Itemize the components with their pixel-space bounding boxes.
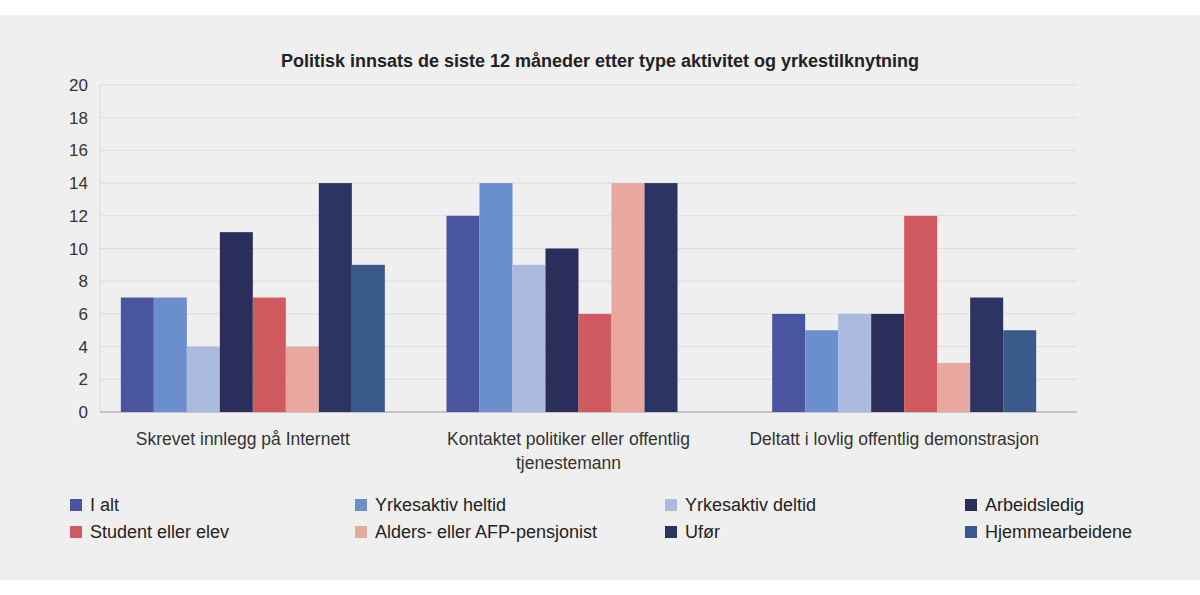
grid-line (100, 85, 1077, 86)
title: Politisk innsats de siste 12 måneder ett… (281, 51, 919, 71)
y-tick-label: 20 (69, 76, 88, 95)
bar (1003, 330, 1036, 412)
legend-label: Arbeidsledig (985, 495, 1084, 515)
legend-item: I alt (70, 495, 119, 515)
panel (0, 15, 1200, 580)
legend-label: Hjemmearbeidene (985, 522, 1132, 542)
legend-item: Hjemmearbeidene (965, 522, 1132, 542)
bar (447, 216, 480, 412)
legend-swatch (965, 526, 977, 538)
category-line: tjenestemann (516, 453, 621, 473)
y-tick-label: 12 (69, 207, 88, 226)
legend-item: Student eller elev (70, 522, 229, 542)
y-tick-label: 10 (69, 240, 88, 259)
legend-label: Student eller elev (90, 522, 229, 542)
legend-label: Ufør (685, 522, 720, 542)
bars (121, 183, 1036, 412)
bar (612, 183, 645, 412)
legend-item: Yrkesaktiv deltid (665, 495, 816, 515)
category-label: Kontaktet politiker eller offentlig tjene… (447, 429, 690, 473)
bar (480, 183, 513, 412)
bar (352, 265, 385, 412)
category-line: Deltatt i lovlig offentlig demonstrasjon (749, 429, 1039, 449)
y-tick-label: 2 (79, 370, 88, 389)
legend-swatch (965, 499, 977, 511)
y-tick-label: 0 (79, 403, 88, 422)
legend-item: Ufør (665, 522, 720, 542)
bar (253, 298, 286, 412)
bar (838, 314, 871, 412)
legend-swatch (70, 499, 82, 511)
category-line: Skrevet innlegg på Internett (136, 429, 350, 449)
y-tick-label: 18 (69, 109, 88, 128)
bar (579, 314, 612, 412)
bar (121, 298, 154, 412)
legend-swatch (70, 526, 82, 538)
y-tick-label: 4 (79, 338, 88, 357)
bar (970, 298, 1003, 412)
y-tick-label: 16 (69, 141, 88, 160)
bar (645, 183, 678, 412)
legend-swatch (665, 499, 677, 511)
bar (871, 314, 904, 412)
bar (154, 298, 187, 412)
legend-swatch (355, 499, 367, 511)
bar (772, 314, 805, 412)
grid-line (100, 183, 1077, 184)
legend-label: I alt (90, 495, 119, 515)
y-axis-line (100, 85, 101, 412)
bar (286, 347, 319, 412)
legend-swatch (665, 526, 677, 538)
legend-item: Yrkesaktiv heltid (355, 495, 506, 515)
y-tick-label: 6 (79, 305, 88, 324)
bar (513, 265, 546, 412)
y-tick-label: 8 (79, 272, 88, 291)
bar (187, 347, 220, 412)
bar (904, 216, 937, 412)
legend-item: Alders- eller AFP-pensjonist (355, 522, 597, 542)
y-tick-label: 14 (69, 174, 88, 193)
grid-line (100, 150, 1077, 151)
bar (805, 330, 838, 412)
legend-swatch (355, 526, 367, 538)
bar (937, 363, 970, 412)
bar (546, 249, 579, 413)
chart: Politisk innsats de siste 12 måneder ett… (0, 0, 1200, 595)
category-label: Skrevet innlegg på Internett (136, 429, 350, 449)
bar (220, 232, 253, 412)
legend-label: Yrkesaktiv deltid (685, 495, 816, 515)
category-line: Kontaktet politiker eller offentlig (447, 429, 690, 449)
legend-item: Arbeidsledig (965, 495, 1084, 515)
legend-label: Alders- eller AFP-pensjonist (375, 522, 597, 542)
category-label: Deltatt i lovlig offentlig demonstrasjon (749, 429, 1039, 449)
grid-line (100, 117, 1077, 118)
bar (319, 183, 352, 412)
legend-label: Yrkesaktiv heltid (375, 495, 506, 515)
